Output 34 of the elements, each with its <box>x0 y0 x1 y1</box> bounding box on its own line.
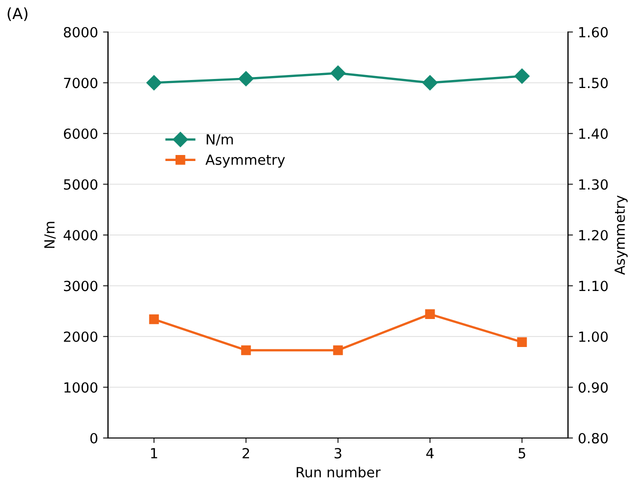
y2-tick-label: 1.20 <box>579 230 608 240</box>
y2-tick-label: 1.10 <box>579 280 608 292</box>
point <box>241 345 251 356</box>
y-tick-label: 3000 <box>64 280 98 292</box>
y-tick-label: 7000 <box>64 78 98 88</box>
y-axis-title: N/m <box>44 222 56 248</box>
x-axis-title: Run number <box>296 466 381 478</box>
y-tick-label: 4000 <box>64 230 98 240</box>
y2-tick-label: 1.30 <box>579 179 608 190</box>
point <box>425 309 435 320</box>
chart-title: (A) <box>8 7 28 22</box>
point <box>333 345 343 356</box>
y2-tick-label: 0.80 <box>578 432 608 444</box>
y2-axis-title: Asymmetry <box>614 195 628 275</box>
y2-tick-label: 0.90 <box>578 382 608 393</box>
y-tick-label: 8000 <box>64 26 98 38</box>
legend-label: Asymmetry <box>205 154 285 168</box>
y2-tick-label: 1.50 <box>579 78 608 88</box>
y-tick-label: 0 <box>90 432 98 444</box>
y-tick-label: 5000 <box>64 179 98 190</box>
x-tick-label: 4 <box>426 448 434 458</box>
x-tick-label: 3 <box>334 448 342 458</box>
y-tick-label: 1000 <box>64 382 98 393</box>
x-tick-label: 1 <box>151 448 158 458</box>
y2-tick-label: 1.00 <box>579 331 608 342</box>
point <box>517 337 527 347</box>
y-tick-label: 6000 <box>64 128 98 139</box>
y2-tick-label: 1.60 <box>579 26 608 38</box>
legend-label: N/m <box>206 134 233 146</box>
y2-tick-label: 1.40 <box>579 128 608 139</box>
x-tick-label: 5 <box>518 448 526 458</box>
point <box>149 314 159 324</box>
y-tick-label: 2000 <box>64 331 98 342</box>
x-tick-label: 2 <box>242 448 250 458</box>
